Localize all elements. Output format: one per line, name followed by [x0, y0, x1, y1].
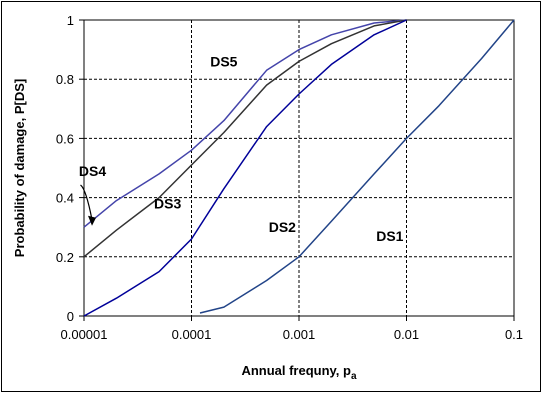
x-axis-ticks: 0.00001 0.0001 0.001 0.01 0.1 — [61, 316, 523, 342]
y-tick-label: 0.6 — [56, 131, 74, 146]
series-line-ds5 — [83, 19, 407, 228]
y-axis-title: Probability of damage, P[DS] — [12, 79, 27, 257]
x-tick-label: 0.001 — [283, 327, 316, 342]
y-tick-label: 0.2 — [56, 250, 74, 265]
y-tick-label: 0.4 — [56, 191, 74, 206]
series-label-ds4: DS4 — [79, 163, 106, 179]
y-axis-ticks: 0 0.2 0.4 0.6 0.8 1 — [56, 13, 84, 324]
x-tick-label: 0.00001 — [61, 327, 108, 342]
x-tick-label: 0.0001 — [172, 327, 212, 342]
x-axis-title: Annual frequny, pa — [241, 363, 357, 382]
series-line-ds2 — [199, 19, 515, 314]
series-label-ds3: DS3 — [154, 196, 181, 212]
series-line-ds4 — [83, 19, 407, 258]
y-tick-label: 0.8 — [56, 72, 74, 87]
series-label-ds5: DS5 — [210, 53, 237, 69]
series-label-ds2: DS2 — [269, 219, 296, 235]
series-line-ds3 — [83, 19, 407, 317]
y-tick-label: 1 — [67, 13, 74, 28]
ds4-arrow — [80, 184, 93, 220]
y-tick-label: 0 — [67, 309, 74, 324]
series-lines — [83, 19, 515, 317]
series-annotations: DS5 DS4 DS3 DS2 DS1 — [79, 53, 404, 244]
ds4-arrowhead — [88, 215, 96, 226]
x-tick-label: 0.1 — [505, 327, 523, 342]
outer-frame — [1, 1, 541, 392]
series-label-ds1: DS1 — [376, 228, 403, 244]
x-tick-label: 0.01 — [394, 327, 419, 342]
x-axis-title-subscript: a — [351, 371, 357, 382]
